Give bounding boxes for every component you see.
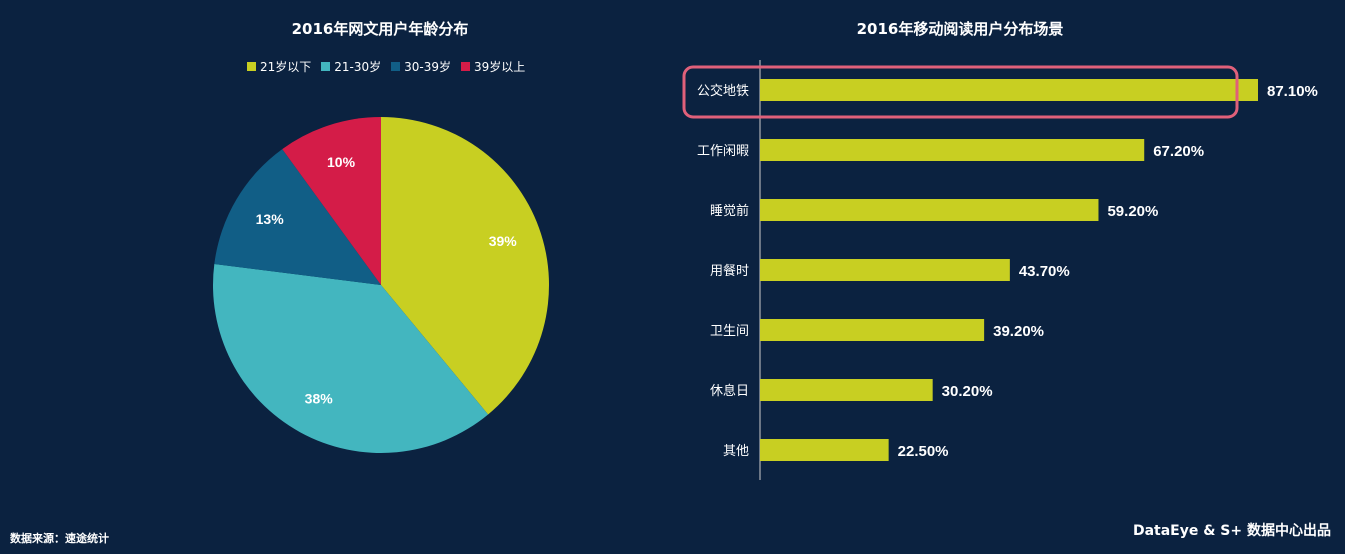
bar[interactable] [760,439,889,461]
bar-category-label: 公交地铁 [697,83,749,99]
bar-value-label: 30.20% [942,383,993,400]
pie-slice-label: 10% [327,154,356,170]
legend-swatch [247,62,256,71]
bar-category-label: 用餐时 [710,263,749,279]
data-source-note: 数据来源：速途统计 [10,532,109,545]
bar-value-label: 67.20% [1153,143,1204,160]
bar[interactable] [760,379,933,401]
bar-value-label: 87.10% [1267,83,1318,100]
legend-swatch [461,62,471,71]
bar-value-label: 43.70% [1019,263,1070,280]
pie-legend: 21岁以下 21-30岁 30-39岁 39岁以上 [247,58,525,75]
bar[interactable] [760,139,1145,161]
pie-slice[interactable] [213,263,489,453]
pie-slice-label: 39% [489,233,518,249]
pie-slice[interactable] [381,117,549,415]
bar-category-label: 睡觉前 [710,203,749,219]
legend-item-30-39[interactable]: 30-39岁 [391,58,451,75]
bar-category-label: 休息日 [710,383,749,399]
legend-label: 21岁以下 [260,60,312,74]
bar[interactable] [760,259,1010,281]
pie-slice[interactable] [282,117,381,285]
bar[interactable] [760,199,1099,221]
legend-item-under-21[interactable]: 21岁以下 [247,58,311,75]
bar-category-label: 卫生间 [710,324,749,339]
bar-category-label: 工作闲暇 [697,144,749,159]
legend-label: 39岁以上 [474,60,526,74]
legend-swatch [321,62,331,71]
credit-note: DataEye & S+ 数据中心出品 [1132,523,1331,539]
bar[interactable] [760,319,985,341]
bar-chart-title: 2016年移动阅读用户分布场景 [856,20,1064,38]
pie-slice-label: 13% [256,211,285,227]
legend-item-over-39[interactable]: 39岁以上 [461,58,525,75]
pie-slice-label: 38% [305,390,334,406]
bar[interactable] [760,79,1258,101]
highlight-box [682,65,1239,119]
legend-label: 30-39岁 [404,60,452,74]
bar-value-label: 59.20% [1107,203,1158,220]
pie-slice[interactable] [214,149,381,285]
bar-category-label: 其他 [723,444,749,459]
legend-label: 21-30岁 [334,60,382,74]
legend-swatch [391,62,401,71]
bar-value-label: 22.50% [898,443,949,460]
bar-value-label: 39.20% [993,323,1044,340]
legend-item-21-30[interactable]: 21-30岁 [321,58,381,75]
pie-chart-title: 2016年网文用户年龄分布 [291,20,469,38]
